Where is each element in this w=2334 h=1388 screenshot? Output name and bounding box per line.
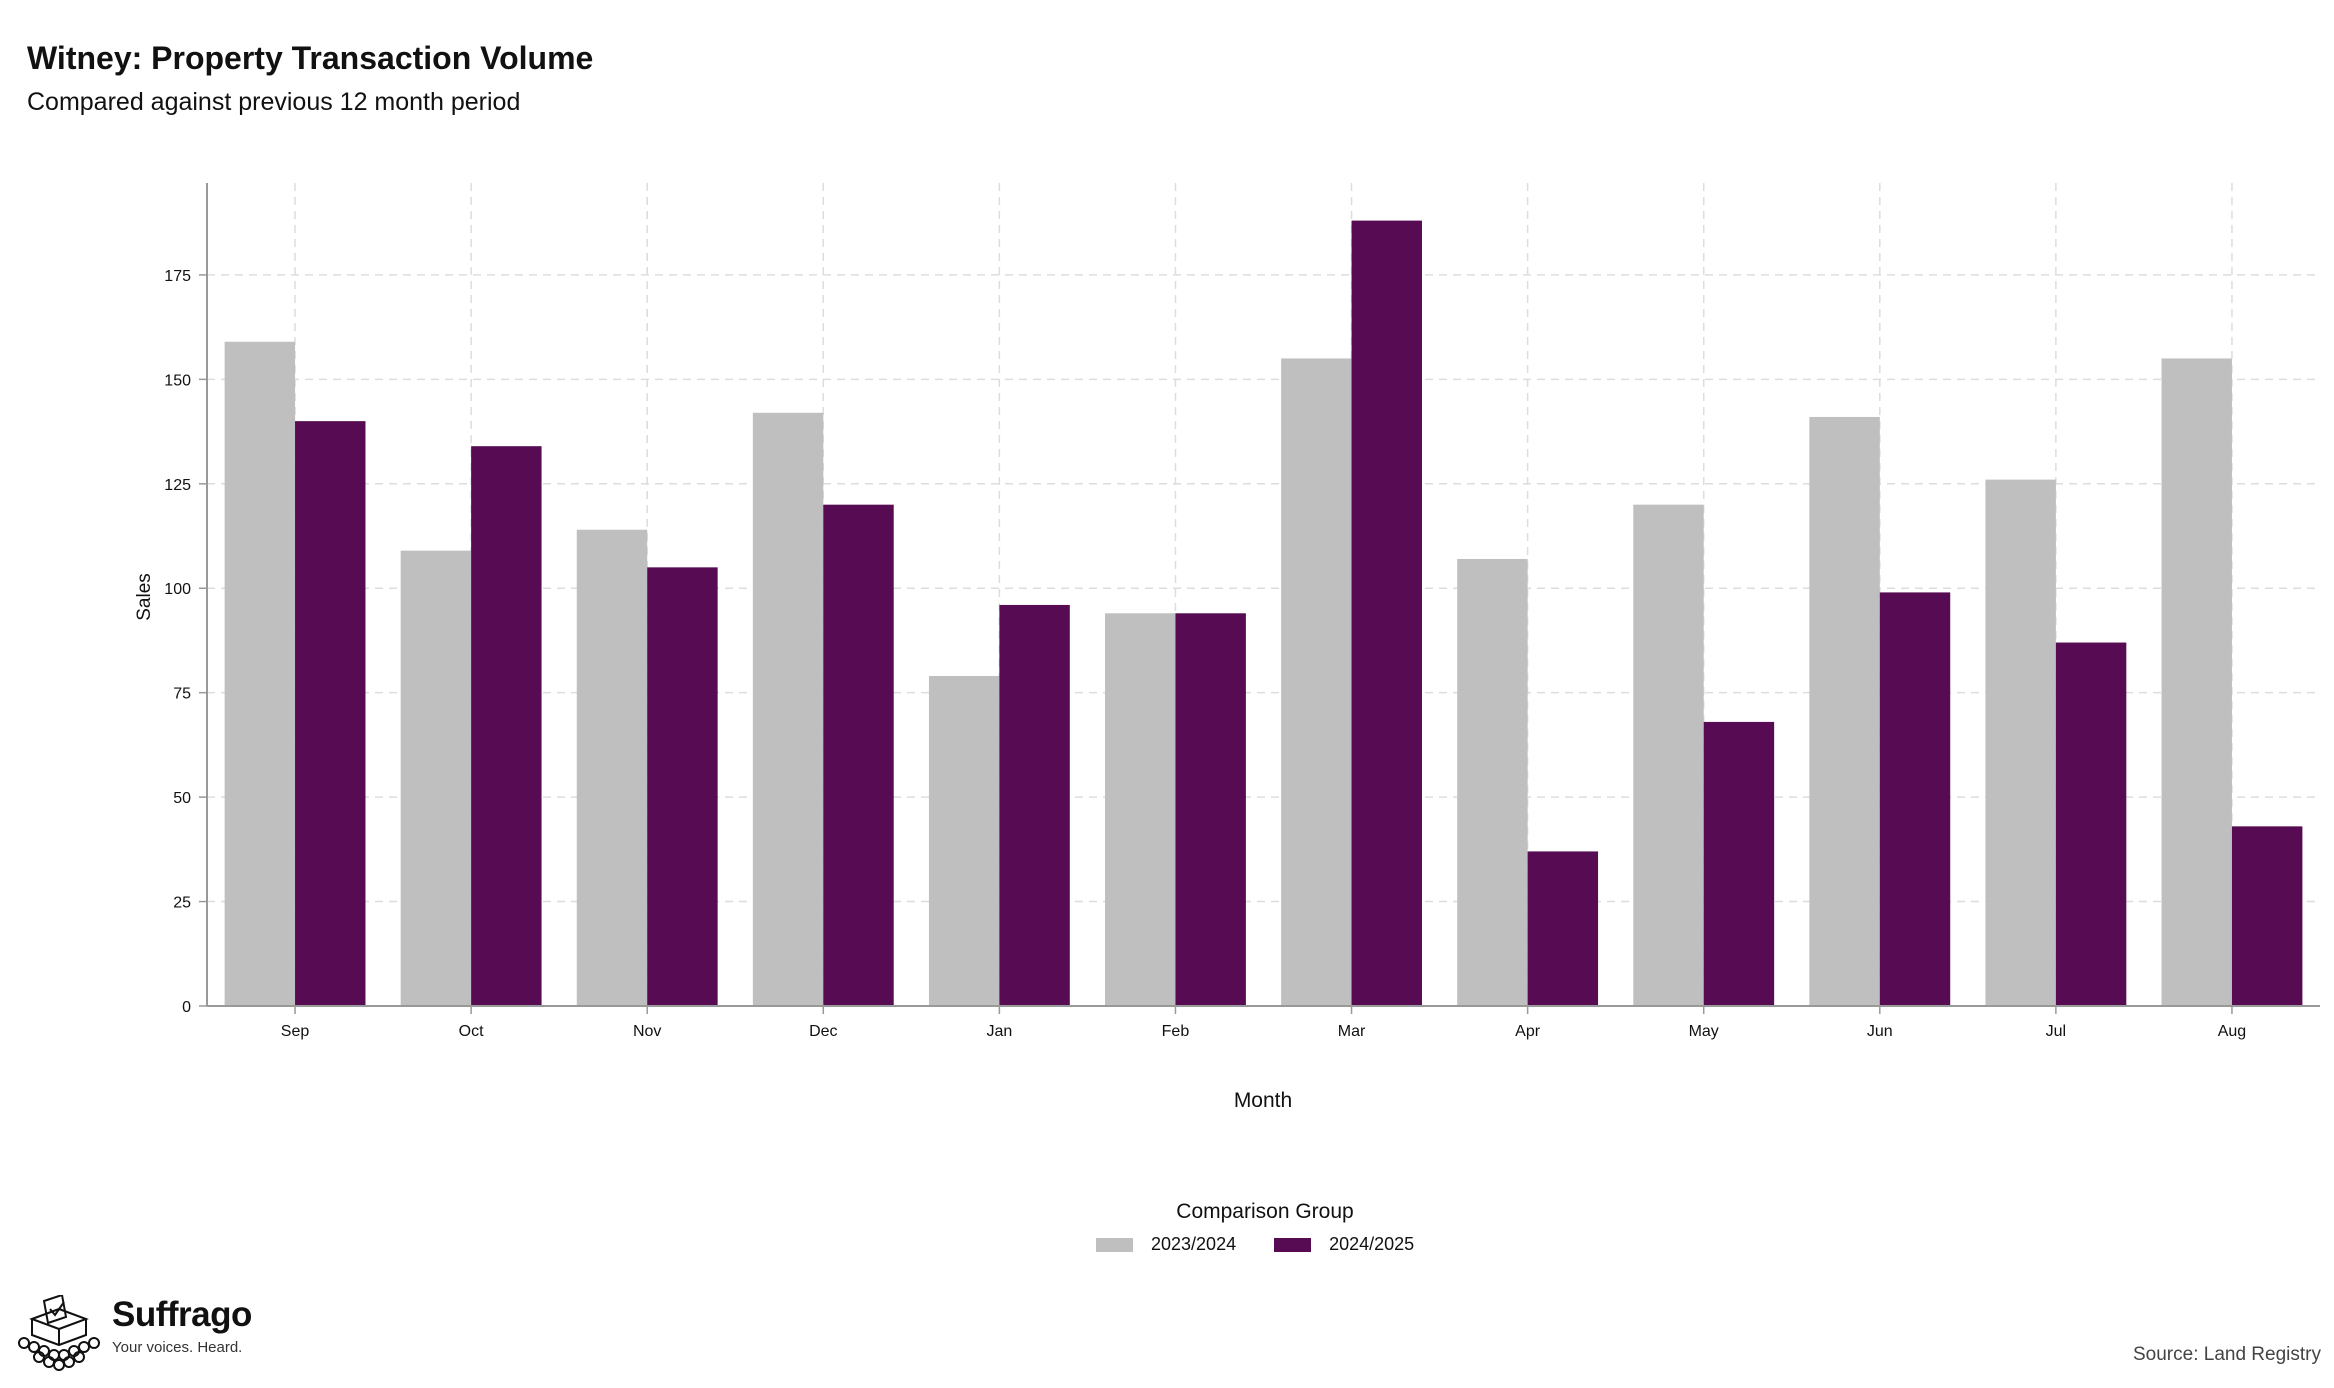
x-tick-label: Oct [459, 1023, 484, 1040]
legend: 2023/2024 2024/2025 [1096, 1234, 1452, 1255]
bar-jul-2023-2024 [1985, 479, 2056, 1006]
x-tick-label: Mar [1338, 1023, 1366, 1040]
bar-sep-2024-2025 [295, 421, 366, 1006]
bar-jun-2024-2025 [1879, 592, 1951, 1006]
y-tick-label: 0 [182, 999, 191, 1016]
bar-feb-2024-2025 [1175, 613, 1246, 1006]
y-tick-label: 100 [164, 581, 191, 598]
chart-title: Witney: Property Transaction Volume [27, 40, 594, 76]
bar-aug-2023-2024 [2161, 358, 2232, 1006]
legend-label-2024-2025: 2024/2025 [1329, 1234, 1415, 1254]
y-tick-label: 50 [173, 790, 191, 807]
x-tick-label: Jan [986, 1023, 1012, 1040]
x-tick-label: Feb [1162, 1023, 1190, 1040]
y-tick-label: 175 [164, 268, 191, 285]
brand-name: Suffrago [112, 1295, 252, 1334]
x-tick-label: Nov [633, 1023, 661, 1040]
bar-feb-2023-2024 [1105, 613, 1176, 1006]
y-tick-label: 125 [164, 477, 191, 494]
bar-apr-2023-2024 [1457, 558, 1528, 1006]
logo: Suffrago Your voices. Heard. [14, 1295, 252, 1375]
axes [199, 183, 2320, 1014]
legend-title: Comparison Group [1176, 1200, 1354, 1223]
tick-labels: 0 25 50 75 100 125 150 175 Sep Oct Nov Dec Jan Feb Mar… [164, 268, 2246, 1040]
x-axis-label: Month [1234, 1089, 1292, 1112]
legend-label-2023-2024: 2023/2024 [1151, 1234, 1237, 1254]
x-tick-label: Dec [809, 1023, 837, 1040]
bar-sep-2023-2024 [224, 341, 296, 1006]
x-tick-label: May [1689, 1023, 1719, 1040]
x-tick-label: Jul [2046, 1023, 2066, 1040]
x-tick-label: Apr [1515, 1023, 1541, 1040]
y-axis-label: Sales [134, 573, 155, 621]
x-tick-label: Aug [2218, 1023, 2246, 1040]
bar-jun-2023-2024 [1809, 416, 1880, 1007]
bar-aug-2024-2025 [2231, 826, 2303, 1006]
legend-item-2023-2024: 2023/2024 [1096, 1234, 1236, 1255]
x-tick-label: Jun [1867, 1023, 1893, 1040]
source-note: Source: Land Registry [2133, 1344, 2321, 1365]
chart-subtitle: Compared against previous 12 month perio… [27, 88, 521, 116]
y-tick-label: 25 [173, 895, 191, 912]
bar-nov-2023-2024 [576, 529, 648, 1006]
bar-jan-2023-2024 [928, 675, 1000, 1006]
bar-jan-2024-2025 [999, 604, 1070, 1006]
bar-oct-2024-2025 [471, 446, 542, 1007]
bar-dec-2023-2024 [752, 412, 824, 1006]
bar-may-2024-2025 [1703, 721, 1775, 1006]
brand-tagline: Your voices. Heard. [112, 1339, 243, 1356]
bar-mar-2024-2025 [1351, 220, 1422, 1006]
bar-dec-2024-2025 [823, 504, 894, 1006]
bar-oct-2023-2024 [400, 550, 472, 1006]
legend-swatch-2024-2025 [1274, 1237, 1312, 1252]
bar-may-2023-2024 [1633, 504, 1704, 1006]
ballot-box-icon [18, 1295, 100, 1371]
bar-mar-2023-2024 [1281, 358, 1352, 1006]
bar-nov-2024-2025 [647, 567, 718, 1006]
y-tick-label: 75 [173, 686, 191, 703]
x-tick-label: Sep [281, 1023, 310, 1040]
bars [224, 220, 2303, 1007]
y-tick-label: 150 [164, 372, 191, 389]
bar-jul-2024-2025 [2055, 642, 2127, 1006]
legend-swatch-2023-2024 [1096, 1237, 1133, 1252]
legend-item-2024-2025: 2024/2025 [1274, 1234, 1414, 1255]
bar-apr-2024-2025 [1527, 851, 1599, 1006]
